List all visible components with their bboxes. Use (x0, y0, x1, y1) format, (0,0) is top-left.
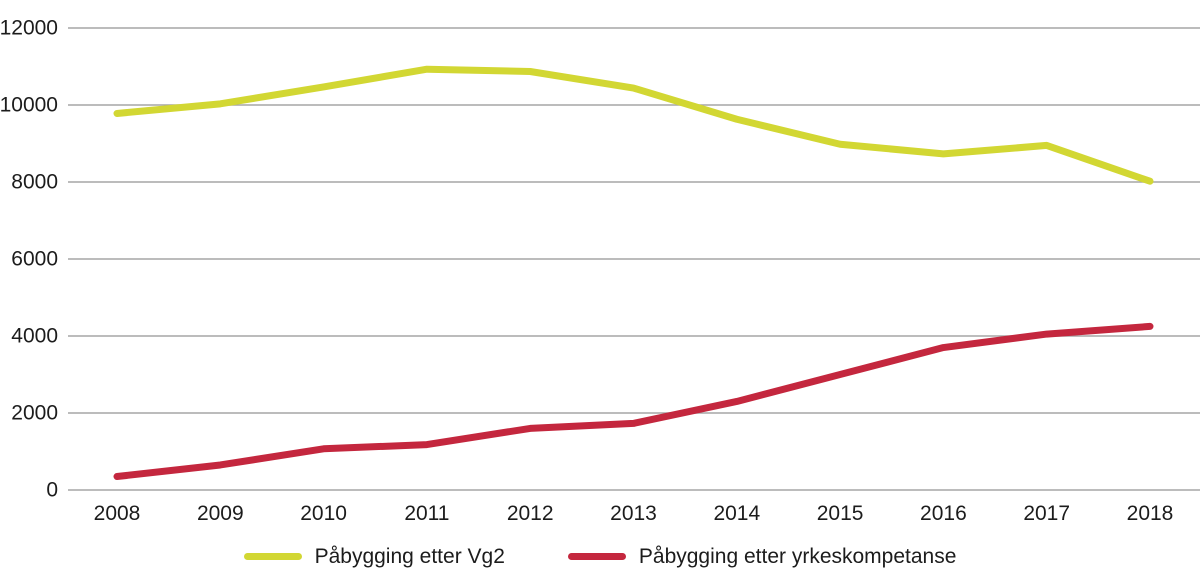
x-axis-tick-label: 2010 (300, 502, 347, 525)
x-axis-tick-label: 2014 (713, 502, 760, 525)
y-axis-tick-label: 10000 (0, 94, 58, 117)
x-axis-tick-label: 2018 (1127, 502, 1174, 525)
x-axis-tick-label: 2013 (610, 502, 657, 525)
legend-item: Påbygging etter Vg2 (243, 544, 505, 569)
legend-label: Påbygging etter Vg2 (314, 544, 505, 568)
x-axis-tick-label: 2012 (507, 502, 554, 525)
legend-label: Påbygging etter yrkeskompetanse (638, 544, 957, 568)
y-axis-tick-label: 2000 (11, 402, 58, 425)
y-axis-tick-label: 4000 (11, 325, 58, 348)
x-axis-tick-label: 2009 (197, 502, 244, 525)
y-axis-tick-label: 8000 (11, 171, 58, 194)
legend-item: Påbygging etter yrkeskompetanse (567, 544, 957, 569)
series-line-vg2 (113, 65, 1154, 185)
x-axis-tick-label: 2015 (817, 502, 864, 525)
legend-swatch-icon (243, 553, 302, 560)
y-axis-tick-label: 12000 (0, 17, 58, 40)
legend: Påbygging etter Vg2 Påbygging etter yrkes… (0, 545, 1200, 569)
series-line-yrkeskompetanse (113, 322, 1154, 481)
y-axis-tick-label: 0 (46, 479, 58, 502)
x-axis-tick-label: 2011 (404, 502, 449, 525)
x-axis-tick-label: 2008 (94, 502, 141, 525)
x-axis-tick-label: 2016 (920, 502, 967, 525)
legend-swatch-icon (567, 553, 626, 560)
x-axis-tick-label: 2017 (1023, 502, 1070, 525)
y-axis-tick-label: 6000 (11, 248, 58, 271)
